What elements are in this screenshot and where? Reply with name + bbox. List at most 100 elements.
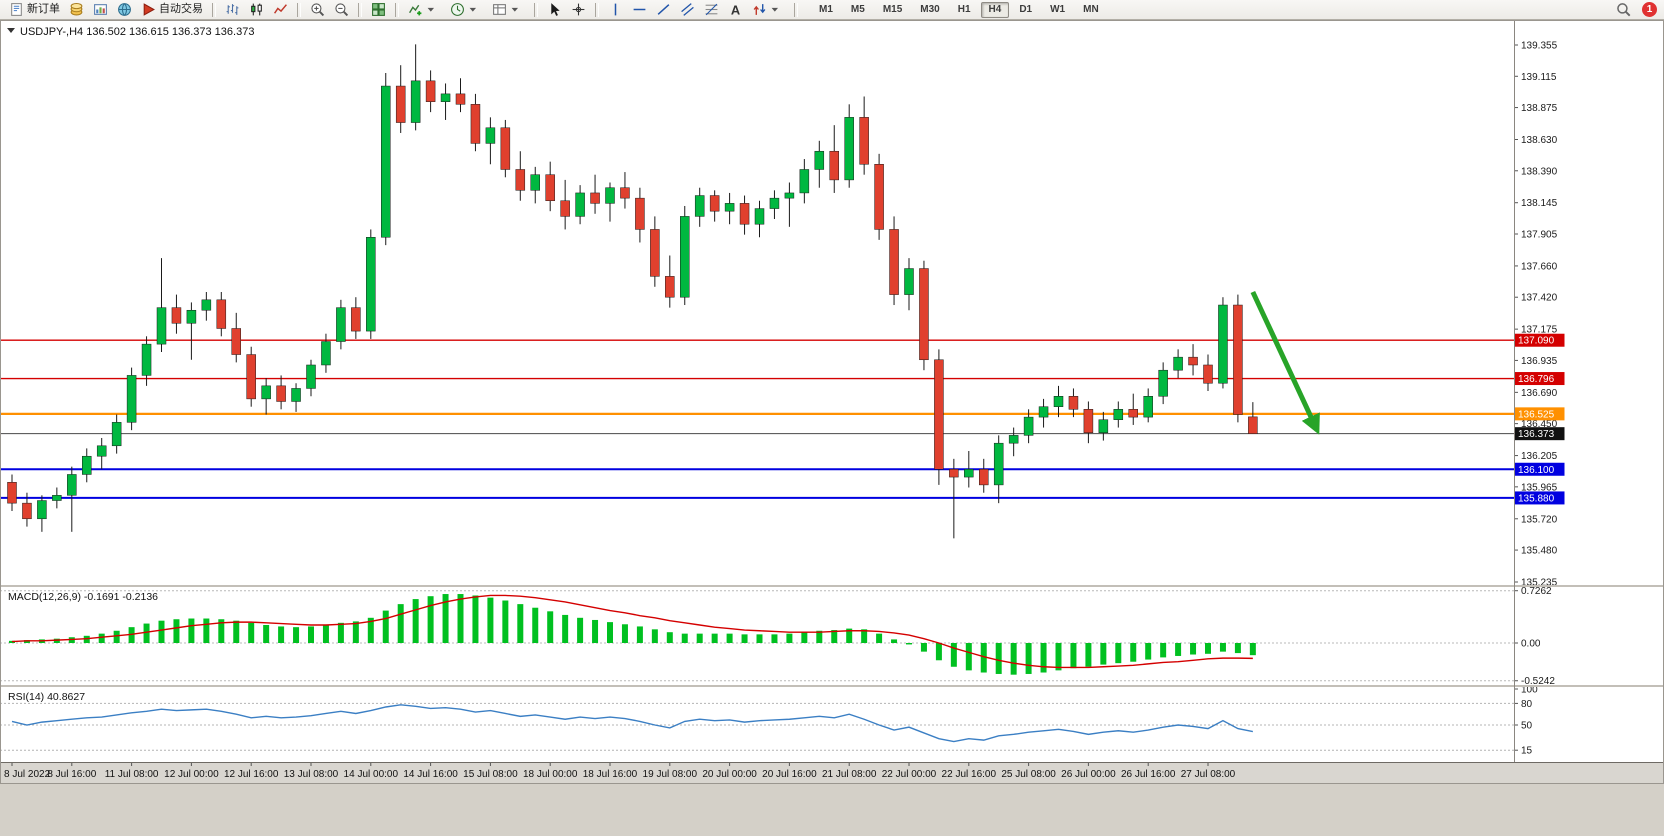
indicators-button[interactable] xyxy=(404,0,445,19)
zoom-in-icon xyxy=(311,3,325,17)
rsi-scale-label: 100 xyxy=(1521,685,1538,696)
timeframe-w1[interactable]: W1 xyxy=(1050,3,1066,15)
main-price-panel[interactable]: USDJPY-,H4 136.502 136.615 136.373 136.3… xyxy=(0,26,1514,539)
time-tick-label: 27 Jul 08:00 xyxy=(1181,769,1236,780)
timeframe-mn[interactable]: MN xyxy=(1083,3,1099,15)
globe-button[interactable] xyxy=(113,0,136,19)
price-tick-label: 137.175 xyxy=(1521,325,1558,336)
price-tick-label: 138.630 xyxy=(1521,135,1558,146)
chart-window-button[interactable] xyxy=(89,0,112,19)
coins-button[interactable] xyxy=(65,0,88,19)
toolbar-separator xyxy=(534,2,538,17)
price-tick-label: 136.450 xyxy=(1521,419,1558,430)
price-tick-label: 137.905 xyxy=(1521,229,1558,240)
price-tick-label: 139.355 xyxy=(1521,41,1558,52)
rsi-scale-label: 15 xyxy=(1521,746,1533,757)
cursor-icon xyxy=(551,3,560,16)
trend-arrow-annotation[interactable] xyxy=(1250,290,1320,435)
hline-icon xyxy=(633,8,646,11)
price-tag xyxy=(1514,372,1565,386)
price-tick-label: 136.690 xyxy=(1521,388,1558,399)
time-tick-label: 20 Jul 16:00 xyxy=(762,769,817,780)
candlestick-chart[interactable]: USDJPY-,H4 136.502 136.615 136.373 136.3… xyxy=(0,20,1664,784)
timeframe-h1[interactable]: H1 xyxy=(957,3,971,15)
price-axis[interactable]: 139.355 139.115 138.875 138.630 138.390 138.1… xyxy=(1514,41,1565,757)
bar-chart-icon xyxy=(226,4,239,15)
timeframe-m1[interactable]: M1 xyxy=(819,3,833,15)
cursor-button[interactable] xyxy=(543,0,566,19)
templates-button[interactable] xyxy=(488,0,529,19)
arrows-button[interactable] xyxy=(748,0,789,19)
time-tick-label: 12 Jul 16:00 xyxy=(224,769,279,780)
one-click-trading-toggle[interactable] xyxy=(7,28,15,33)
toolbar-separator xyxy=(794,2,798,17)
tile-windows-button[interactable] xyxy=(367,0,390,19)
time-tick-label: 26 Jul 16:00 xyxy=(1121,769,1176,780)
timeframe-m5[interactable]: M5 xyxy=(850,3,865,15)
price-tag-label: 135.880 xyxy=(1518,493,1555,504)
channel-icon xyxy=(681,3,694,16)
notification-badge[interactable]: 1 xyxy=(1642,2,1657,17)
toolbar-separator xyxy=(297,2,301,17)
new-order-button-label: 新订单 xyxy=(27,3,60,15)
price-tick-label: 138.145 xyxy=(1521,198,1558,209)
new-order-button[interactable]: 新订单 xyxy=(5,0,64,19)
time-tick-label: 14 Jul 00:00 xyxy=(344,769,399,780)
toolbar-separator xyxy=(212,2,216,17)
line-chart-icon xyxy=(273,4,287,14)
chevron-down-icon xyxy=(427,7,435,12)
candlestick-chart-button[interactable] xyxy=(245,0,268,19)
timeframe-m30[interactable]: M30 xyxy=(920,3,940,15)
timeframe-d1[interactable]: D1 xyxy=(1019,3,1033,15)
toolbar-left-group: 新订单 自动交易 A M1 M5 M15 M30 H1 H4 D1 W1 MN xyxy=(5,0,1107,19)
macd-panel[interactable]: MACD(12,26,9) -0.1691 -0.2136 xyxy=(0,590,1514,682)
time-tick-label: 11 Jul 08:00 xyxy=(105,769,159,780)
chart-window: USDJPY-,H4 136.502 136.615 136.373 136.3… xyxy=(0,20,1664,784)
bar-chart-button[interactable] xyxy=(221,0,244,19)
search-button[interactable] xyxy=(1612,0,1635,19)
globe-icon xyxy=(118,3,131,16)
price-tag xyxy=(1514,462,1565,476)
time-axis[interactable] xyxy=(0,762,1664,784)
price-tick-label: 135.720 xyxy=(1521,514,1558,525)
periods-button[interactable] xyxy=(446,0,487,19)
line-chart-button[interactable] xyxy=(269,0,292,19)
tile-windows-icon xyxy=(372,3,385,16)
time-tick-label: 25 Jul 08:00 xyxy=(1001,769,1056,780)
time-tick-label: 18 Jul 00:00 xyxy=(523,769,578,780)
macd-label: MACD(12,26,9) -0.1691 -0.2136 xyxy=(8,591,158,603)
zoom-in-button[interactable] xyxy=(306,0,329,19)
crosshair-button[interactable] xyxy=(567,0,590,19)
panel-separator[interactable] xyxy=(0,585,1664,587)
channel-button[interactable] xyxy=(676,0,699,19)
toolbar-separator xyxy=(595,2,599,17)
timeframe-switcher: M1 M5 M15 M30 H1 H4 D1 W1 MN xyxy=(811,1,1107,18)
svg-text:A: A xyxy=(731,2,740,17)
chevron-down-icon xyxy=(511,7,519,12)
price-tick-label: 136.205 xyxy=(1521,451,1558,462)
fibonacci-button[interactable] xyxy=(700,0,723,19)
rsi-panel[interactable]: RSI(14) 40.8627 xyxy=(0,691,1514,751)
time-tick-label: 22 Jul 16:00 xyxy=(942,769,997,780)
time-tick-label: 22 Jul 00:00 xyxy=(882,769,937,780)
text-button[interactable]: A xyxy=(724,0,747,19)
timeframe-h4[interactable]: H4 xyxy=(980,1,1010,18)
price-tick-label: 135.235 xyxy=(1521,578,1558,589)
time-tick-label: 19 Jul 08:00 xyxy=(643,769,698,780)
horizontal-line-button[interactable] xyxy=(628,0,651,19)
time-tick-label: 14 Jul 16:00 xyxy=(403,769,458,780)
auto-trading-button[interactable]: 自动交易 xyxy=(137,0,207,19)
candles xyxy=(7,44,1258,539)
timeframe-m15[interactable]: M15 xyxy=(882,3,903,15)
rsi-label: RSI(14) 40.8627 xyxy=(8,691,85,703)
macd-scale-label: -0.5242 xyxy=(1521,676,1555,687)
time-tick-label: 18 Jul 16:00 xyxy=(583,769,638,780)
coins-icon xyxy=(70,2,83,16)
price-tick-label: 138.390 xyxy=(1521,166,1558,177)
panel-separator[interactable] xyxy=(0,685,1664,687)
clock-icon xyxy=(451,3,464,16)
price-tag-label: 136.100 xyxy=(1518,465,1555,476)
vertical-line-button[interactable] xyxy=(604,0,627,19)
trendline-button[interactable] xyxy=(652,0,675,19)
zoom-out-button[interactable] xyxy=(330,0,353,19)
